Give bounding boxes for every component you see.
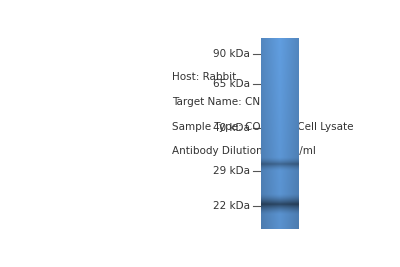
Text: 90 kDa: 90 kDa — [213, 49, 250, 59]
Text: Antibody Dilution: 1.0μg/ml: Antibody Dilution: 1.0μg/ml — [172, 146, 316, 156]
Text: 40 kDa: 40 kDa — [213, 123, 250, 133]
Text: 22 kDa: 22 kDa — [213, 201, 250, 211]
Text: 65 kDa: 65 kDa — [213, 80, 250, 89]
Text: 29 kDa: 29 kDa — [213, 166, 250, 176]
Text: Sample Type: COLO205 Cell Lysate: Sample Type: COLO205 Cell Lysate — [172, 121, 354, 132]
Text: Target Name: CNNM4: Target Name: CNNM4 — [172, 97, 284, 107]
Text: Host: Rabbit: Host: Rabbit — [172, 72, 237, 82]
